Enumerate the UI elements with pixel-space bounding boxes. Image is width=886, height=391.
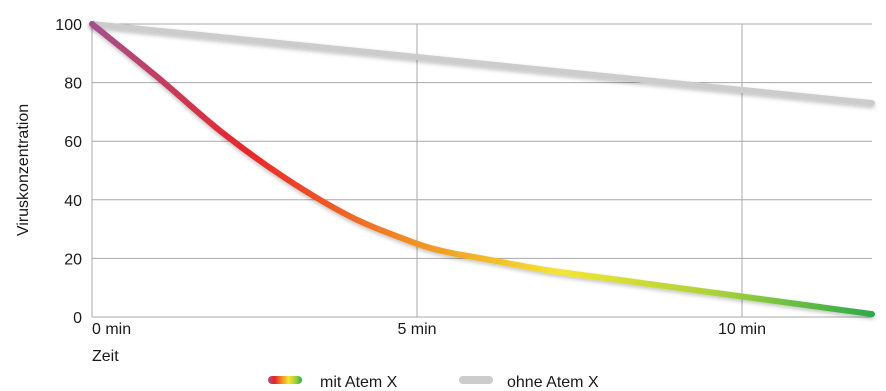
legend-swatch bbox=[268, 376, 302, 384]
y-tick-label: 60 bbox=[64, 134, 82, 151]
series-line-ohne-atem-x bbox=[89, 21, 875, 107]
y-tick-label: 80 bbox=[64, 76, 82, 93]
x-tick-label: 0 min bbox=[92, 321, 131, 338]
x-tick-label: 10 min bbox=[718, 321, 766, 338]
x-axis: 0 min 5 min 10 min bbox=[92, 321, 766, 338]
legend-label: ohne Atem X bbox=[507, 374, 599, 391]
y-tick-label: 40 bbox=[64, 193, 82, 210]
grid bbox=[91, 23, 872, 318]
y-tick-label: 100 bbox=[55, 17, 82, 34]
y-axis: 0 20 40 60 80 100 bbox=[55, 17, 82, 327]
x-tick-label: 5 min bbox=[397, 321, 436, 338]
y-axis-label: Viruskonzentration bbox=[15, 104, 32, 236]
x-axis-label: Zeit bbox=[92, 348, 119, 365]
plot-area bbox=[89, 21, 875, 318]
legend-label: mit Atem X bbox=[320, 374, 398, 391]
legend: mit Atem X ohne Atem X bbox=[268, 374, 599, 391]
legend-item-ohne-atem-x: ohne Atem X bbox=[459, 374, 599, 391]
legend-swatch bbox=[459, 376, 493, 384]
y-tick-label: 0 bbox=[73, 310, 82, 327]
y-tick-label: 20 bbox=[64, 251, 82, 268]
series-line-mit-atem-x bbox=[89, 21, 875, 318]
legend-item-mit-atem-x: mit Atem X bbox=[268, 374, 398, 391]
